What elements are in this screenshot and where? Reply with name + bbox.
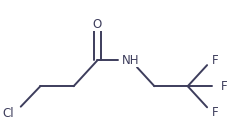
Text: F: F <box>211 54 218 67</box>
Text: NH: NH <box>122 54 139 67</box>
Text: O: O <box>93 18 102 31</box>
Text: Cl: Cl <box>3 107 14 120</box>
Text: F: F <box>211 106 218 119</box>
Text: F: F <box>221 80 228 93</box>
